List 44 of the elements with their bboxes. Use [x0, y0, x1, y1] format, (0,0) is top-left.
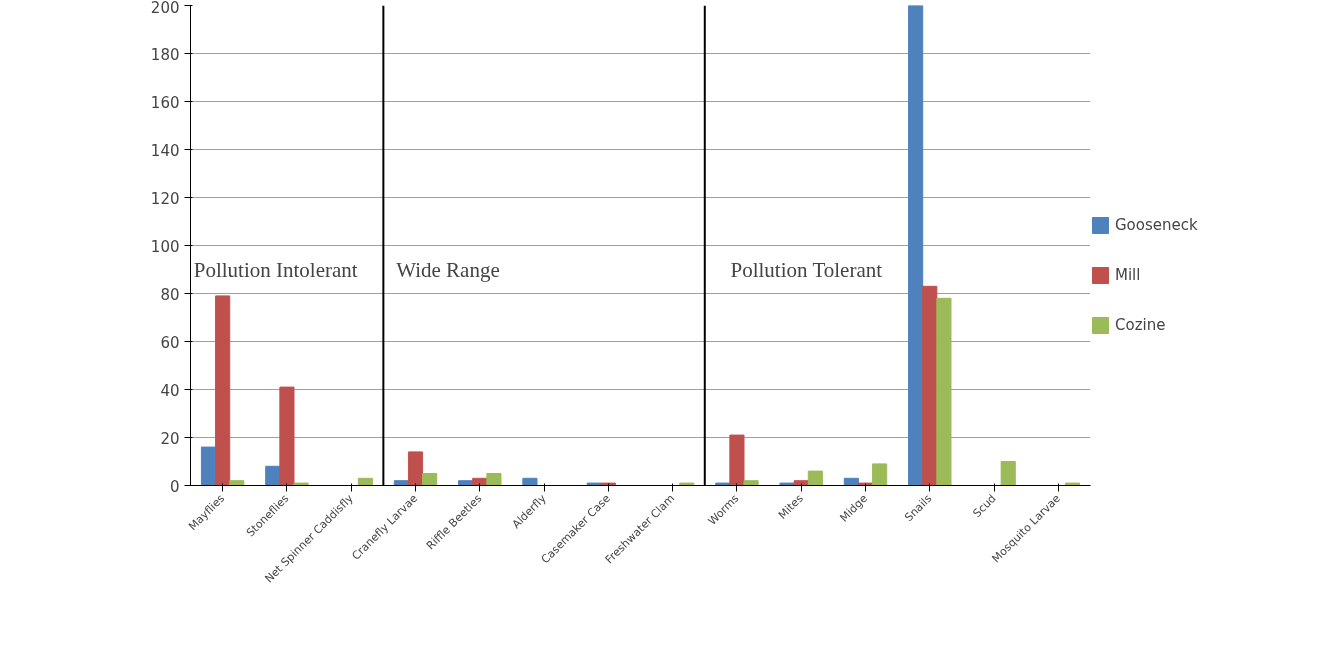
bar [679, 482, 695, 486]
bar [922, 285, 938, 486]
bar [807, 470, 823, 486]
bar [779, 482, 795, 486]
bar [872, 463, 888, 486]
bar [229, 480, 245, 486]
y-tick-label: 80 [160, 285, 180, 304]
y-tick-label: 120 [150, 189, 180, 208]
y-tick-label: 200 [150, 0, 180, 17]
bar [793, 480, 809, 486]
bar [486, 473, 502, 486]
y-tick-label: 40 [160, 381, 180, 400]
y-tick-label: 60 [160, 333, 180, 352]
bar [936, 297, 952, 486]
y-tick-label: 0 [169, 477, 180, 496]
legend-label: Gooseneck [1115, 216, 1199, 234]
bar [857, 482, 874, 486]
bar [586, 482, 602, 486]
bar [200, 446, 217, 486]
bar [522, 477, 538, 486]
bar [215, 295, 231, 486]
bar [908, 5, 924, 486]
bar [715, 482, 731, 486]
annotation: Wide Range [396, 257, 500, 282]
bar [1064, 482, 1081, 486]
legend-label: Mill [1115, 266, 1142, 284]
legend-label: Cozine [1115, 316, 1167, 334]
bar [743, 480, 759, 486]
bar [422, 473, 438, 486]
y-tick-label: 160 [150, 93, 180, 112]
y-tick-label: 180 [150, 45, 180, 64]
bar [265, 465, 281, 486]
y-tick-label: 100 [150, 237, 180, 256]
bar [1000, 461, 1016, 486]
y-tick-label: 140 [150, 141, 180, 160]
bar [293, 482, 309, 486]
bar [407, 451, 424, 486]
annotation: Pollution Tolerant [730, 257, 883, 282]
bar [357, 477, 373, 486]
y-tick-label: 20 [160, 429, 180, 448]
annotation: Pollution Intolerant [193, 257, 358, 282]
bar [279, 386, 295, 486]
bar [729, 434, 745, 486]
bar [600, 482, 616, 486]
